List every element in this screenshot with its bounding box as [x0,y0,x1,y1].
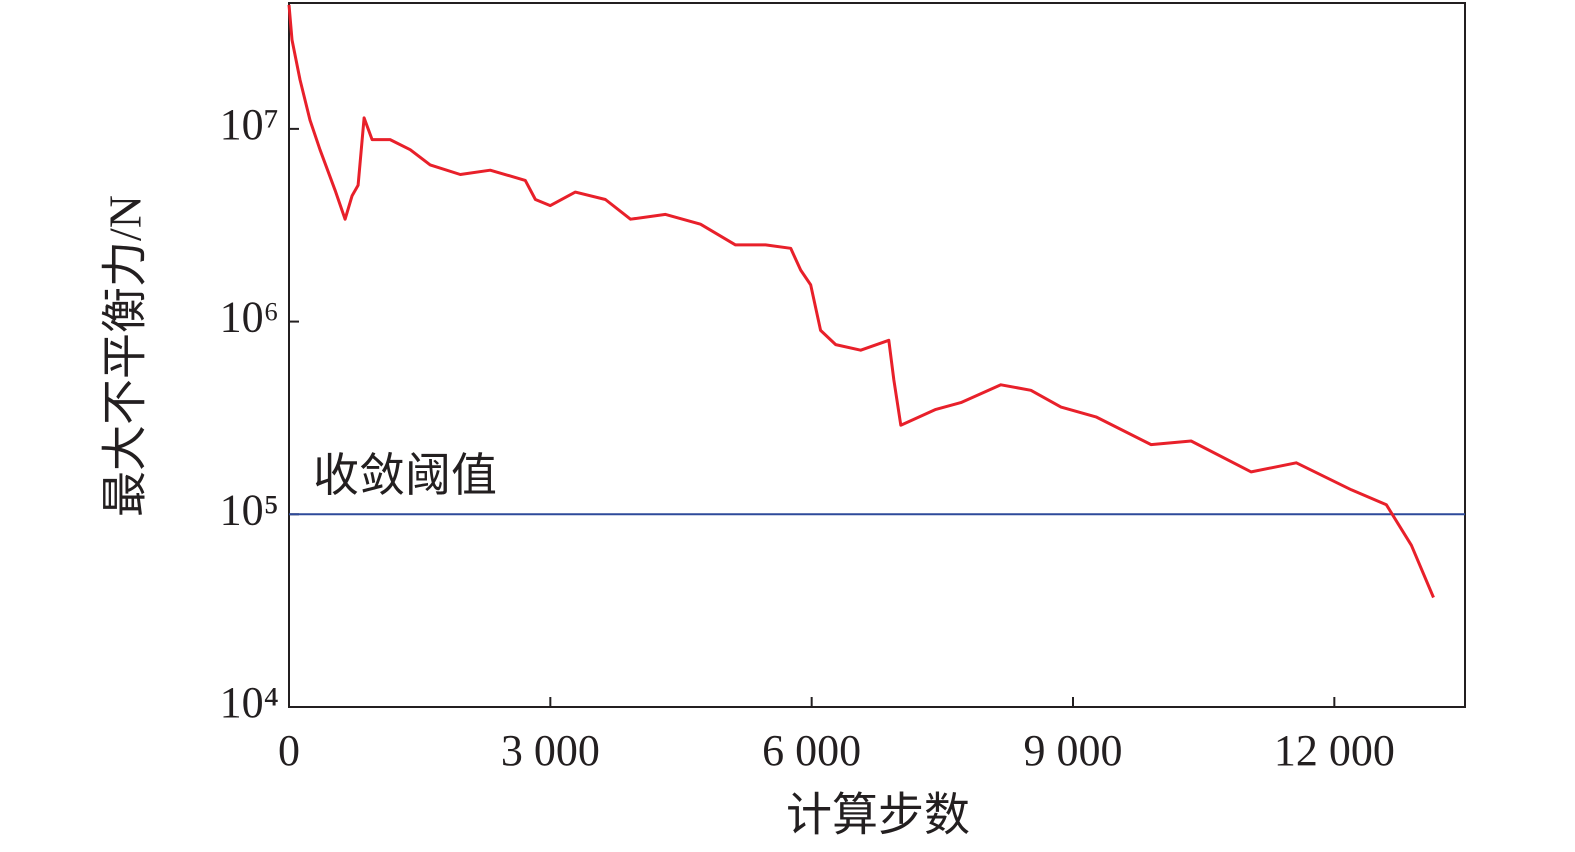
x-tick-label: 9 000 [1024,726,1123,775]
x-tick-label: 6 000 [762,726,861,775]
y-tick-label: 10⁶ [220,293,279,342]
y-tick-label: 10⁷ [220,100,279,149]
x-axis-title: 计算步数 [786,790,970,841]
threshold-label: 收敛阈值 [313,450,497,501]
x-tick-label: 12 000 [1274,726,1395,775]
plot-frame [288,2,1466,708]
x-tick-label: 3 000 [501,726,600,775]
data-line [287,4,1435,599]
y-tick-label: 10⁴ [220,678,279,727]
y-tick-label: 10⁵ [220,485,279,534]
y-axis-title: 最大不平衡力/N [100,195,151,517]
x-tick-label: 0 [278,726,300,775]
